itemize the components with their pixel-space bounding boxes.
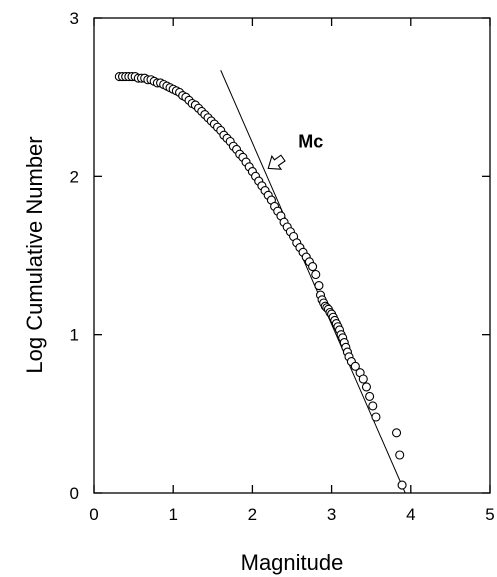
x-tick-label: 5 (485, 505, 494, 524)
data-point (311, 269, 321, 280)
data-point (365, 391, 375, 401)
data-point (308, 262, 318, 272)
data-point (368, 401, 378, 411)
data-point (361, 382, 371, 392)
data-point (397, 480, 407, 490)
plot-frame (93, 17, 491, 494)
y-tick-label: 1 (70, 326, 79, 345)
x-tick-label: 1 (168, 505, 177, 524)
data-points-layer (114, 72, 407, 490)
mc-annotation-label: Mc (298, 131, 323, 151)
x-axis-title: Magnitude (241, 550, 344, 575)
y-axis-title: Log Cumulative Number (22, 136, 47, 373)
data-point (395, 450, 405, 460)
y-tick-label: 0 (70, 484, 79, 503)
data-point (391, 428, 402, 438)
x-tick-label: 3 (327, 505, 336, 524)
x-tick-label: 0 (89, 505, 98, 524)
x-tick-label: 2 (248, 505, 257, 524)
data-point (358, 374, 368, 384)
mc-arrow-icon (267, 154, 286, 170)
y-tick-label: 3 (70, 9, 79, 28)
annotation-layer: Mc (267, 131, 323, 170)
x-tick-label: 4 (406, 505, 415, 524)
fit-line (220, 70, 406, 494)
fit-line-layer (220, 70, 406, 494)
data-point (314, 281, 324, 291)
data-point (371, 412, 381, 422)
y-tick-label: 2 (70, 167, 79, 186)
data-point (350, 361, 360, 371)
axis-ticks: 0 1 2 3 4 5 0 1 2 3 (70, 9, 495, 524)
